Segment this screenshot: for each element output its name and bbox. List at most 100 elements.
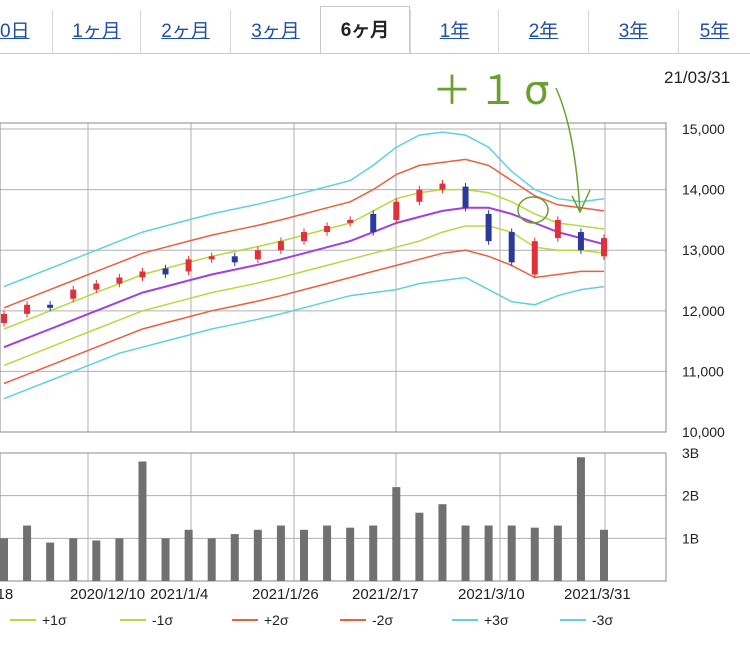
axes: 15,000 14,000 13,000 12,000 11,000 10,000 3B 2B… (0, 121, 725, 603)
price-tick-label: 10,000 (682, 424, 725, 440)
volume-tick-label: 3B (682, 445, 699, 461)
candle-body (462, 186, 469, 208)
tab-divider (0, 53, 750, 54)
minus1-sigma-line (3, 225, 605, 367)
tab-10d[interactable]: 0日 (0, 21, 30, 42)
annotation-arrowhead (571, 189, 591, 214)
volume-bar (46, 542, 55, 581)
candle-body (416, 189, 423, 202)
volume-bar (461, 525, 470, 581)
volume-bar (415, 512, 424, 581)
volume-bar (184, 529, 193, 581)
candle-body (70, 289, 77, 299)
legend-label: -2σ (372, 612, 394, 628)
volume-bar (300, 529, 308, 581)
legend-item: +2σ (232, 608, 289, 632)
candle-body (231, 256, 238, 263)
moving-average-line (3, 206, 605, 349)
legend-item: +1σ (10, 608, 67, 632)
candle-body (24, 304, 31, 314)
candle-body (254, 250, 261, 260)
legend: +1σ -1σ +2σ -2σ +3σ -3σ (0, 608, 750, 632)
volume-bar (346, 527, 355, 581)
x-tick-label: 2021/1/26 (252, 586, 319, 603)
plus2-sigma-line (3, 158, 605, 309)
legend-swatch (452, 619, 478, 621)
tab-6m[interactable]: 6ヶ月 (320, 6, 410, 54)
candle-body (554, 219, 561, 239)
candle-body (324, 226, 331, 233)
volume-bar (600, 529, 608, 581)
x-tick-label: 2020/12/10 (70, 586, 145, 603)
volume-bar (507, 525, 516, 581)
candle-body (162, 268, 169, 275)
grid (0, 122, 667, 582)
candle-body (116, 277, 123, 284)
volume-bar (115, 538, 124, 581)
legend-item: -3σ (560, 608, 613, 632)
volume-frame (0, 452, 667, 582)
legend-item: -1σ (120, 608, 173, 632)
volume-bar (0, 538, 8, 581)
candle-body (1, 313, 7, 323)
legend-swatch (560, 619, 586, 621)
candle-body (347, 219, 354, 223)
tab-1m[interactable]: 1ヶ月 (52, 10, 140, 54)
volume-bar (530, 527, 539, 581)
volume-bar (553, 525, 562, 581)
volume-bar (323, 525, 332, 581)
tab-1y[interactable]: 1年 (410, 10, 498, 54)
price-tick-label: 13,000 (682, 242, 725, 258)
tab-2m[interactable]: 2ヶ月 (140, 10, 230, 54)
volume-bar (392, 487, 401, 581)
minus3-sigma-line (3, 276, 605, 400)
legend-label: +3σ (484, 612, 509, 628)
range-tabs: 0日 1ヶ月 2ヶ月 3ヶ月 6ヶ月 1年 2年 3年 5年 (0, 0, 750, 54)
candle-body (393, 201, 400, 220)
volume-bar (207, 538, 216, 581)
x-tick-label: 2021/1/4 (150, 586, 208, 603)
candle-body (577, 232, 584, 251)
candle-body (601, 238, 607, 257)
annotation-arrow (555, 87, 581, 213)
candles (1, 179, 607, 327)
legend-swatch (340, 619, 366, 621)
bollinger-bands (3, 131, 605, 400)
x-tick-label: 2021/2/17 (352, 586, 419, 603)
volume-bar (369, 525, 378, 581)
legend-item: -2σ (340, 608, 393, 632)
candle-body (531, 241, 538, 275)
x-tick-label: 2021/3/31 (564, 586, 631, 603)
annotation-circle (517, 196, 549, 224)
x-tick-label: 2021/3/10 (458, 586, 525, 603)
legend-label: +1σ (42, 612, 67, 628)
tab-3y[interactable]: 3年 (588, 10, 678, 54)
tab-3m[interactable]: 3ヶ月 (230, 10, 320, 54)
volume-bars (0, 457, 608, 581)
volume-bar (230, 534, 239, 581)
volume-bar (138, 461, 147, 581)
candle-body (47, 304, 54, 308)
price-tick-label: 15,000 (682, 121, 725, 137)
candle-body (93, 283, 100, 290)
candle-body (301, 232, 307, 242)
legend-label: -3σ (592, 612, 614, 628)
candle-body (485, 213, 492, 242)
price-tick-label: 12,000 (682, 303, 725, 319)
volume-tick-label: 1B (682, 530, 699, 546)
legend-swatch (10, 619, 36, 621)
candle-body (139, 271, 146, 278)
x-tick-label: 1/18 (0, 586, 13, 603)
legend-label: -1σ (152, 612, 174, 628)
tab-2y[interactable]: 2年 (498, 10, 588, 54)
volume-bar (23, 525, 32, 581)
candle-body (439, 183, 446, 190)
volume-bar (438, 504, 447, 581)
tab-5y[interactable]: 5年 (678, 10, 750, 54)
volume-bar (253, 529, 262, 581)
candle-body (508, 232, 515, 263)
legend-label: +2σ (264, 612, 289, 628)
legend-swatch (232, 619, 258, 621)
volume-bar (69, 538, 78, 581)
